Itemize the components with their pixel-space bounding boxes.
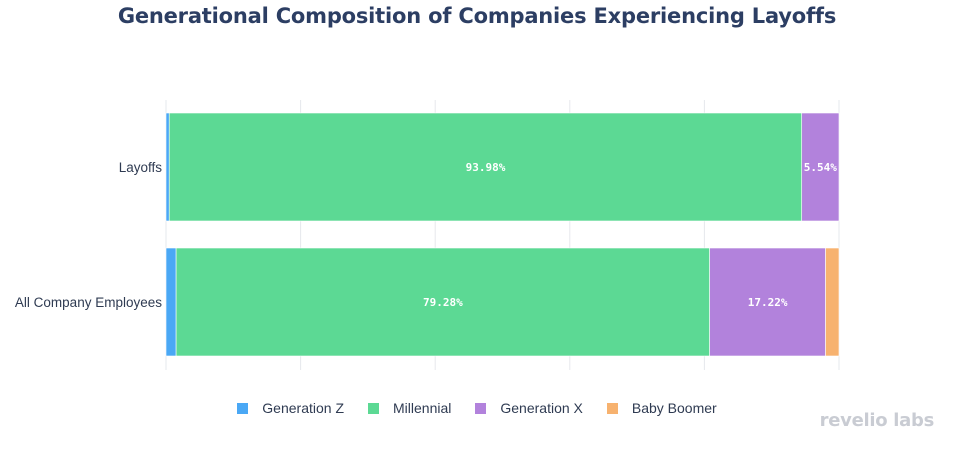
- data-label: 93.98%: [466, 161, 506, 174]
- chart-title: Generational Composition of Companies Ex…: [117, 4, 837, 28]
- legend-swatch: [475, 402, 487, 414]
- bar-segment-generation-x: [709, 247, 826, 357]
- data-label: 5.54%: [804, 161, 837, 174]
- y-tick-label: Layoffs: [119, 160, 163, 175]
- legend-label: Generation X: [500, 400, 583, 416]
- bar-segment-generation-z: [165, 247, 177, 357]
- data-label: 17.22%: [748, 296, 788, 309]
- bar-segment-millennial: [175, 247, 710, 357]
- legend-item-generation-z[interactable]: Generation Z: [237, 400, 344, 416]
- legend-label: Millennial: [393, 400, 452, 416]
- legend-swatch: [606, 402, 618, 414]
- legend-swatch: [237, 402, 249, 414]
- legend: Generation Z Millennial Generation X Baby B…: [0, 400, 954, 416]
- bar-segment-generation-x: [801, 112, 840, 222]
- legend-label: Baby Boomer: [631, 400, 717, 416]
- bar-segment-baby-boomer: [825, 247, 840, 357]
- legend-item-millennial[interactable]: Millennial: [368, 400, 451, 416]
- legend-item-baby-boomer[interactable]: Baby Boomer: [606, 400, 717, 416]
- revelio-labs-logo: revelio labs: [819, 410, 935, 431]
- y-tick-label: All Company Employees: [15, 295, 162, 310]
- legend-item-generation-x[interactable]: Generation X: [475, 400, 583, 416]
- data-label: 79.28%: [423, 296, 463, 309]
- bar-segment-generation-z: [165, 112, 170, 222]
- legend-swatch: [368, 402, 380, 414]
- legend-label: Generation Z: [262, 400, 345, 416]
